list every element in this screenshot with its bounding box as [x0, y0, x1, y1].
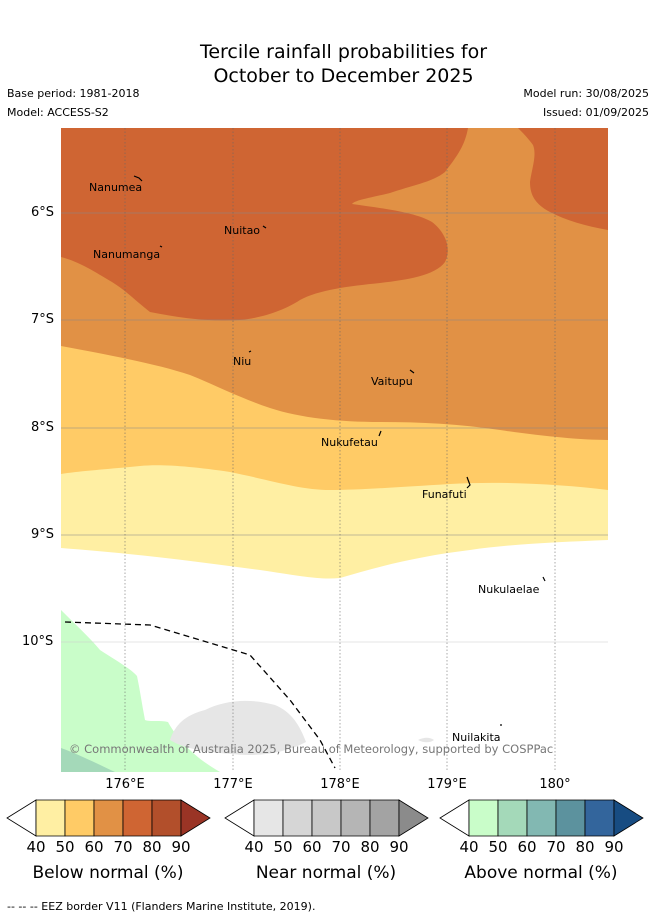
place-label-nukufetau: Nukufetau — [321, 436, 378, 449]
map-title-line1: Tercile rainfall probabilities for — [199, 41, 488, 63]
colorbar-swatch — [282, 799, 313, 837]
colorbar-swatch — [468, 799, 499, 837]
colorbar-tick-label: 40 — [26, 838, 46, 856]
colorbar-tick-label: 80 — [575, 838, 595, 856]
colorbar-swatch — [584, 799, 615, 837]
longitude-gridlines — [124, 128, 556, 772]
colorbar-swatch — [35, 799, 66, 837]
above-normal-50-60 — [61, 748, 115, 772]
lon-label-177e: 177°E — [213, 777, 253, 792]
colorbar-under-triangle — [6, 799, 37, 837]
place-label-nanumea: Nanumea — [89, 181, 143, 194]
place-label-nanumanga: Nanumanga — [93, 248, 161, 261]
place-label-nukulaelae: Nukulaelae — [478, 583, 540, 596]
base-period-label: Base period: 1981-2018 — [7, 87, 140, 100]
colorbar-swatch — [555, 799, 586, 837]
above-normal-40-50 — [61, 610, 220, 772]
place-label-nuitao: Nuitao — [224, 224, 261, 237]
lat-label-10s: 10°S — [22, 634, 54, 649]
colorbar-tick-label: 50 — [273, 838, 293, 856]
colorbar-swatch — [369, 799, 400, 837]
band-70-80-east — [518, 128, 608, 230]
colorbar-tick-label: 80 — [142, 838, 162, 856]
colorbar-tick-label: 70 — [113, 838, 133, 856]
colorbar-tick-label: 90 — [389, 838, 409, 856]
near-normal-40-50 — [170, 700, 306, 755]
colorbar-tick-label: 90 — [171, 838, 191, 856]
lon-label-178e: 178°E — [320, 777, 360, 792]
colorbar-swatch — [497, 799, 528, 837]
colorbar-over-triangle — [398, 799, 429, 837]
colorbar-tick-label: 50 — [488, 838, 508, 856]
colorbar-under-triangle — [224, 799, 255, 837]
colorbar-title-above-normal: Above normal (%) — [464, 863, 618, 883]
colorbar-over-triangle — [613, 799, 644, 837]
map-title-line2: October to December 2025 — [213, 65, 474, 87]
place-label-niu: Niu — [233, 355, 252, 368]
near-normal-small — [418, 737, 434, 743]
lat-label-7s: 7°S — [31, 312, 55, 327]
band-70-80 — [61, 128, 468, 321]
colorbar-below-normal — [6, 799, 211, 837]
colorbar-tick-label: 60 — [302, 838, 322, 856]
model-run-label: Model run: 30/08/2025 — [523, 87, 649, 100]
lon-label-180: 180° — [539, 777, 571, 792]
colorbar-tick-label: 60 — [517, 838, 537, 856]
copyright-note: © Commonwealth of Australia 2025, Bureau… — [69, 742, 554, 756]
colorbar-tick-label: 40 — [244, 838, 264, 856]
colorbar-above-normal — [439, 799, 644, 837]
colorbar-tick-label: 50 — [55, 838, 75, 856]
colorbar-swatch — [64, 799, 95, 837]
place-label-nuilakita: Nuilakita — [452, 731, 501, 744]
colorbar-swatch — [253, 799, 284, 837]
colorbar-title-below-normal: Below normal (%) — [32, 863, 184, 883]
eez-border-line — [64, 621, 336, 769]
lon-label-179e: 179°E — [427, 777, 467, 792]
model-label: Model: ACCESS-S2 — [7, 106, 109, 119]
colorbar-over-triangle — [180, 799, 211, 837]
colorbar-swatch — [526, 799, 557, 837]
colorbar-near-normal — [224, 799, 429, 837]
colorbar-under-triangle — [439, 799, 470, 837]
latitude-gridlines — [61, 212, 608, 643]
colorbar-swatch — [122, 799, 153, 837]
colorbar-tick-label: 40 — [459, 838, 479, 856]
issued-label: Issued: 01/09/2025 — [542, 106, 649, 119]
eez-legend-note: -- -- -- EEZ border V11 (Flanders Marine… — [7, 900, 316, 913]
lat-label-8s: 8°S — [31, 420, 55, 435]
lon-label-176e: 176°E — [105, 777, 145, 792]
colorbar-tick-label: 90 — [604, 838, 624, 856]
place-label-vaitupu: Vaitupu — [371, 375, 413, 388]
colorbar-tick-label: 70 — [546, 838, 566, 856]
colorbar-swatch — [151, 799, 182, 837]
colorbar-swatch — [340, 799, 371, 837]
island-markers — [133, 175, 546, 726]
colorbar-title-near-normal: Near normal (%) — [255, 863, 397, 883]
colorbar-swatch — [311, 799, 342, 837]
lat-label-9s: 9°S — [31, 527, 55, 542]
place-label-funafuti: Funafuti — [422, 488, 467, 501]
colorbar-tick-label: 60 — [84, 838, 104, 856]
colorbar-tick-label: 80 — [360, 838, 380, 856]
colorbar-swatch — [93, 799, 124, 837]
lat-label-6s: 6°S — [31, 205, 55, 220]
colorbar-tick-label: 70 — [331, 838, 351, 856]
colorbars — [6, 799, 644, 837]
